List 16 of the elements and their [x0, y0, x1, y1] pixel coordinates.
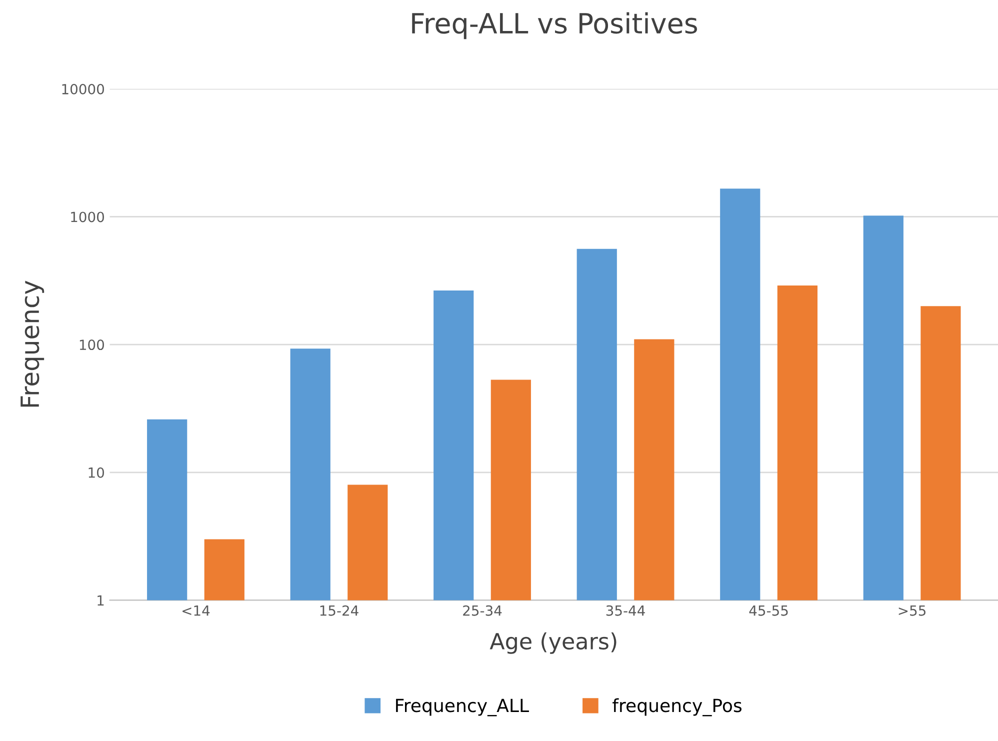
- y-tick-label: 100: [80, 340, 104, 350]
- legend-label: frequency_Pos: [612, 698, 742, 716]
- x-axis-title: Age (years): [490, 632, 616, 654]
- chart-title: Freq-ALL vs Positives: [412, 12, 698, 40]
- x-tick-label: 15-24: [320, 605, 358, 616]
- x-tick-label: 35-44: [606, 605, 645, 616]
- x-tick-label: >55: [898, 606, 926, 616]
- y-tick-label: 1000: [71, 212, 104, 222]
- y-tick-label: 10: [88, 467, 104, 478]
- x-tick-label: 45-55: [749, 606, 788, 616]
- y-tick-label: 1: [98, 595, 104, 606]
- y-tick-label: 10000: [62, 84, 104, 94]
- legend-label: Frequency_ALL: [396, 698, 529, 716]
- x-tick-label: 25-34: [463, 605, 502, 616]
- y-axis-title: Frequency: [20, 280, 44, 407]
- x-tick-label: <14: [182, 606, 210, 616]
